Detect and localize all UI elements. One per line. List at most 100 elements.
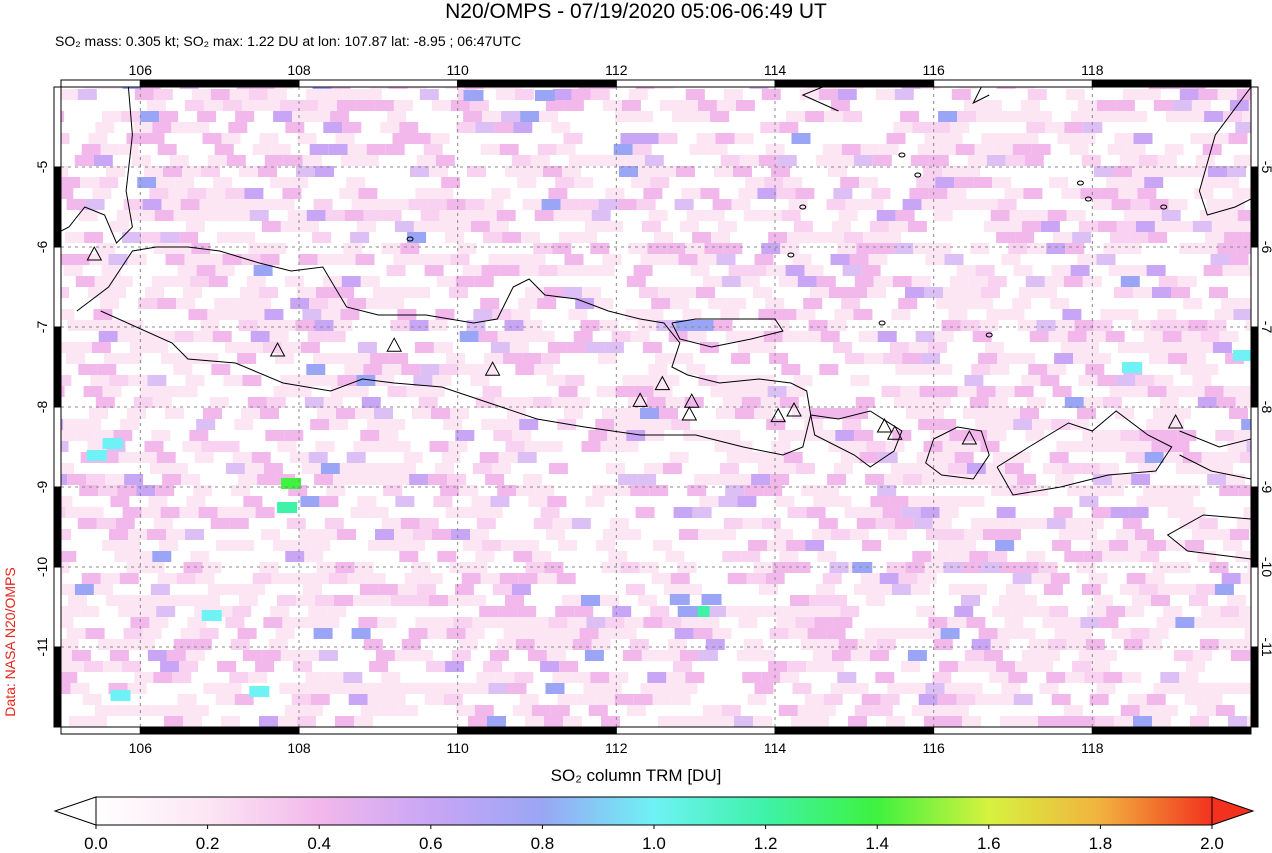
so2-pixel	[837, 243, 857, 254]
so2-pixel	[776, 617, 796, 628]
so2-pixel	[665, 551, 685, 562]
so2-pixel	[1218, 639, 1238, 650]
so2-pixel	[1093, 474, 1113, 485]
so2-pixel	[317, 100, 337, 111]
islet-coast	[1076, 180, 1084, 186]
so2-pixel	[833, 617, 853, 628]
so2-pixel	[600, 595, 619, 606]
so2-pixel	[1004, 188, 1024, 199]
so2-pixel	[1044, 276, 1064, 287]
so2-pixel	[304, 551, 324, 562]
so2-pixel	[625, 584, 645, 595]
so2-pixel	[990, 639, 1010, 650]
so2-pixel	[1054, 353, 1074, 364]
so2-pixel	[210, 518, 230, 529]
so2-pixel	[163, 166, 182, 177]
so2-pixel	[1078, 650, 1098, 661]
so2-pixel	[1026, 397, 1046, 408]
so2-pixel	[877, 331, 897, 342]
so2-pixel	[940, 628, 960, 639]
so2-pixel-field	[35, 87, 1251, 727]
so2-pixel	[1025, 430, 1045, 441]
so2-pixel	[244, 188, 264, 199]
so2-pixel	[1070, 265, 1090, 276]
so2-pixel	[721, 276, 741, 287]
so2-pixel	[640, 408, 659, 419]
so2-pixel	[932, 672, 952, 683]
so2-pixel	[819, 639, 839, 650]
so2-pixel	[598, 199, 618, 210]
so2-pixel	[761, 518, 781, 529]
so2-pixel	[1239, 452, 1251, 463]
so2-pixel	[419, 518, 439, 529]
so2-pixel	[563, 287, 582, 298]
so2-pixel	[630, 331, 650, 342]
so2-pixel	[866, 595, 885, 606]
so2-pixel	[299, 529, 318, 540]
so2-pixel	[1220, 452, 1240, 463]
so2-pixel	[552, 672, 572, 683]
so2-pixel	[875, 243, 895, 254]
so2-pixel	[514, 89, 534, 100]
so2-pixel	[1188, 320, 1208, 331]
so2-pixel	[850, 650, 870, 661]
so2-pixel	[197, 111, 217, 122]
so2-pixel	[631, 177, 651, 188]
so2-pixel	[615, 386, 635, 397]
so2-pixel	[893, 122, 913, 133]
so2-pixel	[659, 683, 679, 694]
so2-pixel	[822, 573, 842, 584]
so2-pixel	[1004, 617, 1024, 628]
so2-pixel	[763, 485, 783, 496]
so2-pixel	[641, 650, 661, 661]
so2-pixel	[434, 188, 454, 199]
so2-pixel	[109, 529, 128, 540]
so2-pixel	[1032, 419, 1052, 430]
so2-pixel	[932, 518, 952, 529]
so2-pixel	[776, 463, 796, 474]
so2-pixel	[298, 100, 318, 111]
so2-pixel	[374, 100, 394, 111]
so2-pixel	[669, 452, 689, 463]
so2-pixel	[821, 606, 841, 617]
so2-pixel	[192, 639, 212, 650]
so2-pixel	[605, 617, 625, 628]
so2-pixel	[660, 375, 680, 386]
colorbar-tick-label: 0.0	[84, 834, 108, 853]
so2-pixel	[968, 430, 988, 441]
so2-pixel	[1237, 210, 1251, 221]
so2-pixel	[1148, 232, 1168, 243]
lon-tick-label-bottom: 116	[923, 740, 946, 756]
so2-pixel	[727, 298, 747, 309]
so2-pixel	[976, 111, 996, 122]
so2-pixel	[61, 89, 78, 100]
so2-pixel	[154, 210, 174, 221]
so2-pixel	[571, 672, 591, 683]
so2-pixel	[1085, 364, 1105, 375]
so2-pixel	[809, 595, 828, 606]
so2-pixel	[992, 177, 1012, 188]
lon-tick-label-bottom: 108	[287, 740, 311, 756]
so2-pixel	[328, 298, 348, 309]
so2-pixel	[499, 144, 519, 155]
so2-pixel	[980, 441, 1000, 452]
so2-pixel	[220, 441, 240, 452]
so2-pixel	[928, 617, 948, 628]
so2-pixel	[651, 298, 671, 309]
so2-pixel	[722, 551, 742, 562]
so2-pixel	[276, 320, 296, 331]
so2-pixel	[651, 573, 671, 584]
so2-pixel	[608, 551, 628, 562]
so2-pixel	[1165, 419, 1185, 430]
so2-pixel	[300, 496, 320, 507]
so2-pixel	[265, 430, 285, 441]
so2-pixel	[712, 199, 732, 210]
so2-pixel	[1115, 408, 1134, 419]
so2-pixel	[1156, 617, 1176, 628]
so2-pixel	[761, 89, 781, 100]
so2-pixel	[997, 628, 1017, 639]
so2-pixel	[1163, 452, 1183, 463]
so2-pixel	[1132, 166, 1151, 177]
so2-pixel	[712, 628, 732, 639]
so2-pixel	[35, 342, 54, 353]
